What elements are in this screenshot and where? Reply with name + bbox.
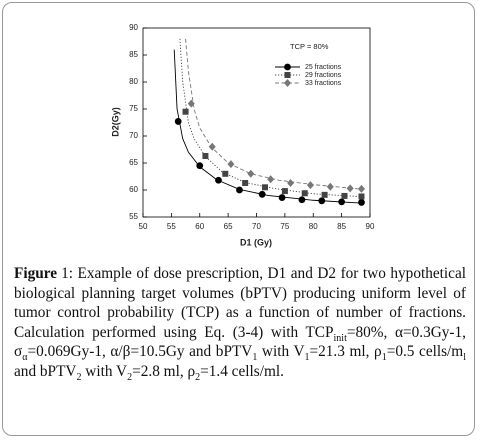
caption-subscript: α <box>22 352 28 364</box>
legend-label: 29 fractions <box>305 72 342 79</box>
caption-label: Figure <box>14 265 58 282</box>
caption-subscript: 2 <box>127 372 133 384</box>
y-tick-label: 65 <box>129 158 138 167</box>
marker <box>358 193 365 200</box>
marker <box>357 184 365 193</box>
y-tick-label: 55 <box>129 212 138 221</box>
y-tick-label: 75 <box>129 104 138 113</box>
y-tick-label: 80 <box>129 77 138 86</box>
marker <box>284 79 291 87</box>
marker <box>208 142 216 151</box>
marker <box>236 186 243 194</box>
marker <box>301 190 308 197</box>
marker <box>341 192 348 199</box>
y-axis-title: D2(Gy) <box>110 107 120 137</box>
caption-text: =0.5 cells/m <box>386 343 464 361</box>
marker <box>202 152 209 159</box>
marker <box>247 169 255 178</box>
marker <box>358 199 365 206</box>
marker <box>281 188 288 195</box>
chart: TCP = 80% D1 (Gy) D2(Gy) 50 55 60 65 70 75 80 8… <box>110 23 375 247</box>
y-tick-label: 90 <box>129 23 138 32</box>
caption-text: with V <box>257 343 305 361</box>
caption-text: =80%, α=0.3Gy-1, σ <box>14 323 467 361</box>
legend-label: 33 fractions <box>305 80 342 87</box>
caption-text: =0.069Gy-1, α/β=10.5Gy and bPTV <box>27 343 253 361</box>
x-tick-label: 55 <box>167 222 176 231</box>
legend-label: 25 fractions <box>305 64 342 71</box>
caption-subscript: 1 <box>381 352 387 364</box>
marker <box>267 175 275 184</box>
caption-text: and bPTV <box>14 362 77 380</box>
y-tick-label: 60 <box>129 185 138 194</box>
caption-subscript: l <box>463 352 466 364</box>
marker <box>242 179 249 186</box>
figure-frame <box>2 2 475 436</box>
marker <box>284 72 291 78</box>
marker <box>222 170 229 177</box>
annotation: TCP = 80% <box>290 42 329 51</box>
caption-text: =2.8 ml, ρ <box>132 362 196 380</box>
marker <box>284 63 291 71</box>
marker <box>196 162 204 170</box>
marker <box>215 176 222 184</box>
y-tick-label: 85 <box>129 50 138 59</box>
marker <box>182 108 189 115</box>
marker <box>326 182 334 191</box>
marker <box>298 196 306 204</box>
fit-line <box>179 38 359 197</box>
caption-subscript: 2 <box>76 372 82 384</box>
caption-subscript: 1 <box>252 352 258 364</box>
x-tick-label: 60 <box>195 222 204 231</box>
x-tick-label: 85 <box>337 222 346 231</box>
marker <box>187 99 195 108</box>
x-tick-label: 75 <box>280 222 289 231</box>
caption: Figure 1: Example of dose prescription, D… <box>14 264 467 384</box>
x-axis-title: D1 (Gy) <box>240 237 272 247</box>
marker <box>262 184 269 191</box>
caption-subscript: init <box>333 332 347 344</box>
marker <box>258 190 266 198</box>
marker <box>346 184 354 193</box>
caption-text: =1.4 cells/ml. <box>200 362 284 380</box>
caption-text: =21.3 ml, ρ <box>309 343 382 361</box>
x-tick-label: 90 <box>366 222 375 231</box>
y-tick-label: 70 <box>129 131 138 140</box>
caption-text: 1: Example of dose prescription, D1 and … <box>14 265 466 341</box>
x-tick-label: 70 <box>252 222 261 231</box>
fit-line <box>185 38 359 190</box>
x-tick-label: 50 <box>139 222 148 231</box>
caption-subscript: 2 <box>195 372 201 384</box>
x-tick-label: 65 <box>224 222 233 231</box>
marker <box>338 198 346 206</box>
marker <box>278 194 286 201</box>
marker <box>318 197 326 205</box>
caption-text: with V <box>81 362 128 380</box>
marker <box>227 160 235 169</box>
marker <box>321 191 328 198</box>
marker <box>287 178 295 187</box>
marker <box>174 118 182 125</box>
x-tick-label: 80 <box>309 222 318 231</box>
marker <box>306 181 314 190</box>
caption-subscript: 1 <box>304 352 310 364</box>
